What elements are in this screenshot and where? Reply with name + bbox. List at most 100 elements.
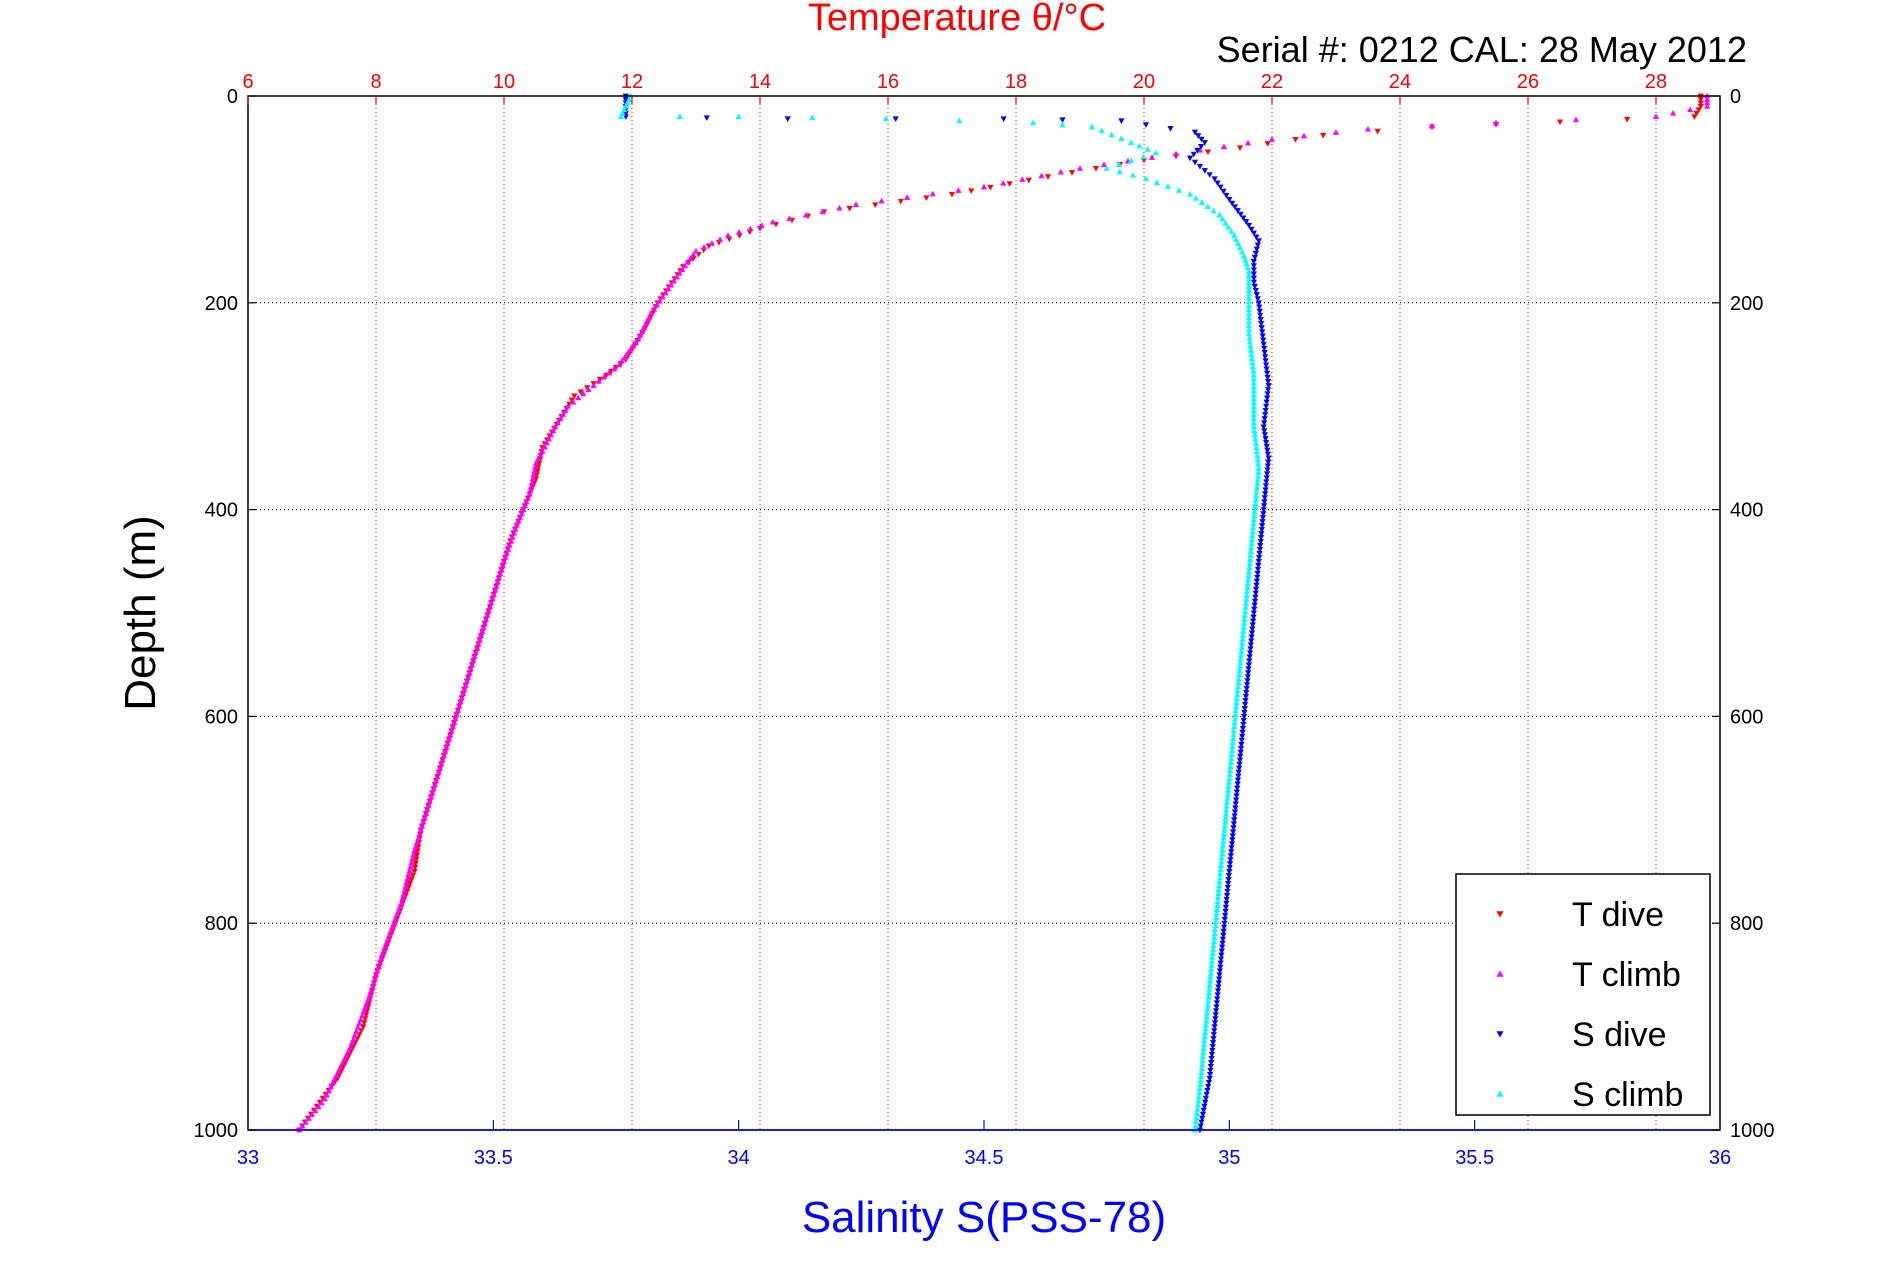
data-point bbox=[659, 293, 666, 300]
data-point bbox=[786, 215, 793, 222]
data-point bbox=[518, 510, 525, 516]
data-point bbox=[315, 1103, 322, 1110]
data-point bbox=[481, 620, 488, 626]
data-point bbox=[1201, 140, 1208, 146]
data-point bbox=[1260, 511, 1267, 517]
data-point bbox=[499, 562, 506, 568]
data-point bbox=[1239, 725, 1247, 732]
data-point bbox=[1261, 420, 1268, 426]
data-point bbox=[1235, 773, 1242, 780]
y-tick-label-right: 400 bbox=[1730, 500, 1763, 522]
data-point bbox=[617, 113, 625, 120]
data-point bbox=[1230, 825, 1237, 831]
data-point bbox=[412, 843, 419, 850]
data-point bbox=[444, 740, 451, 746]
data-point bbox=[1374, 128, 1381, 135]
data-point bbox=[1243, 682, 1251, 688]
data-point bbox=[1264, 370, 1271, 377]
data-point bbox=[1220, 143, 1228, 150]
data-point bbox=[1241, 706, 1248, 712]
data-point bbox=[1237, 749, 1244, 756]
data-point bbox=[635, 335, 642, 342]
data-point bbox=[411, 864, 419, 871]
data-point bbox=[431, 781, 438, 788]
data-point bbox=[1224, 885, 1231, 891]
data-point bbox=[305, 1115, 312, 1121]
legend-label: S climb bbox=[1572, 1076, 1683, 1114]
data-point bbox=[1229, 829, 1237, 835]
data-point bbox=[1687, 106, 1694, 113]
data-point bbox=[448, 727, 455, 734]
data-point bbox=[1262, 483, 1270, 489]
data-point bbox=[1265, 455, 1272, 462]
data-point bbox=[299, 1122, 306, 1129]
data-point bbox=[1258, 527, 1265, 533]
data-point bbox=[955, 187, 962, 193]
data-point bbox=[1248, 638, 1255, 645]
data-point bbox=[1255, 238, 1262, 244]
data-point bbox=[1233, 797, 1240, 804]
data-point bbox=[1148, 154, 1156, 160]
data-point bbox=[708, 240, 716, 246]
legend-marker bbox=[1496, 970, 1504, 977]
data-point bbox=[1244, 678, 1251, 684]
data-point bbox=[1246, 650, 1254, 656]
data-point bbox=[539, 447, 546, 454]
data-point bbox=[1100, 161, 1108, 168]
data-point bbox=[1118, 135, 1125, 142]
data-point bbox=[1259, 333, 1266, 340]
data-point bbox=[521, 502, 528, 509]
chart-title: Temperature θ/°C bbox=[808, 0, 1106, 39]
data-point bbox=[1263, 479, 1270, 485]
data-point bbox=[415, 835, 422, 841]
data-point bbox=[1268, 136, 1276, 142]
data-point bbox=[530, 471, 537, 478]
data-point bbox=[1195, 133, 1202, 139]
data-point bbox=[1264, 387, 1272, 393]
data-point bbox=[1220, 928, 1227, 935]
data-point bbox=[1210, 1032, 1217, 1038]
data-point bbox=[904, 194, 911, 200]
data-point bbox=[1247, 642, 1254, 649]
data-point bbox=[502, 554, 509, 560]
data-point bbox=[493, 582, 500, 589]
data-point bbox=[371, 975, 378, 982]
data-point bbox=[1261, 345, 1268, 352]
data-point bbox=[1251, 254, 1258, 261]
data-point bbox=[1704, 103, 1711, 109]
data-point bbox=[595, 378, 602, 384]
data-point bbox=[1213, 1000, 1220, 1006]
data-point bbox=[852, 201, 860, 207]
data-point bbox=[1261, 432, 1269, 438]
data-point bbox=[929, 190, 936, 197]
data-point bbox=[1261, 416, 1268, 422]
grid-lines bbox=[248, 96, 1720, 1130]
bottom-tick-label: 34 bbox=[728, 1147, 750, 1169]
data-point bbox=[1262, 407, 1269, 414]
bottom-tick-label: 35 bbox=[1218, 1147, 1240, 1169]
data-point bbox=[356, 1020, 363, 1026]
data-point bbox=[557, 415, 564, 421]
data-point bbox=[642, 321, 649, 327]
data-point bbox=[1235, 769, 1242, 776]
data-point bbox=[1254, 242, 1261, 249]
data-point bbox=[1044, 174, 1052, 180]
data-point bbox=[1251, 602, 1258, 609]
data-point bbox=[1652, 113, 1660, 120]
data-point bbox=[1239, 733, 1246, 740]
data-point bbox=[454, 706, 462, 713]
data-point bbox=[1264, 395, 1271, 402]
data-point bbox=[1213, 1008, 1220, 1014]
data-point bbox=[627, 346, 634, 353]
data-point bbox=[646, 313, 653, 320]
data-point bbox=[1256, 546, 1264, 553]
data-point bbox=[1572, 116, 1580, 123]
data-point bbox=[1249, 626, 1256, 633]
data-point bbox=[1225, 877, 1232, 883]
data-point bbox=[1237, 745, 1245, 752]
data-point bbox=[1236, 761, 1243, 768]
data-point bbox=[458, 694, 465, 701]
top-tick-label: 20 bbox=[1133, 71, 1155, 93]
data-point bbox=[411, 869, 418, 875]
data-point bbox=[329, 1079, 336, 1086]
